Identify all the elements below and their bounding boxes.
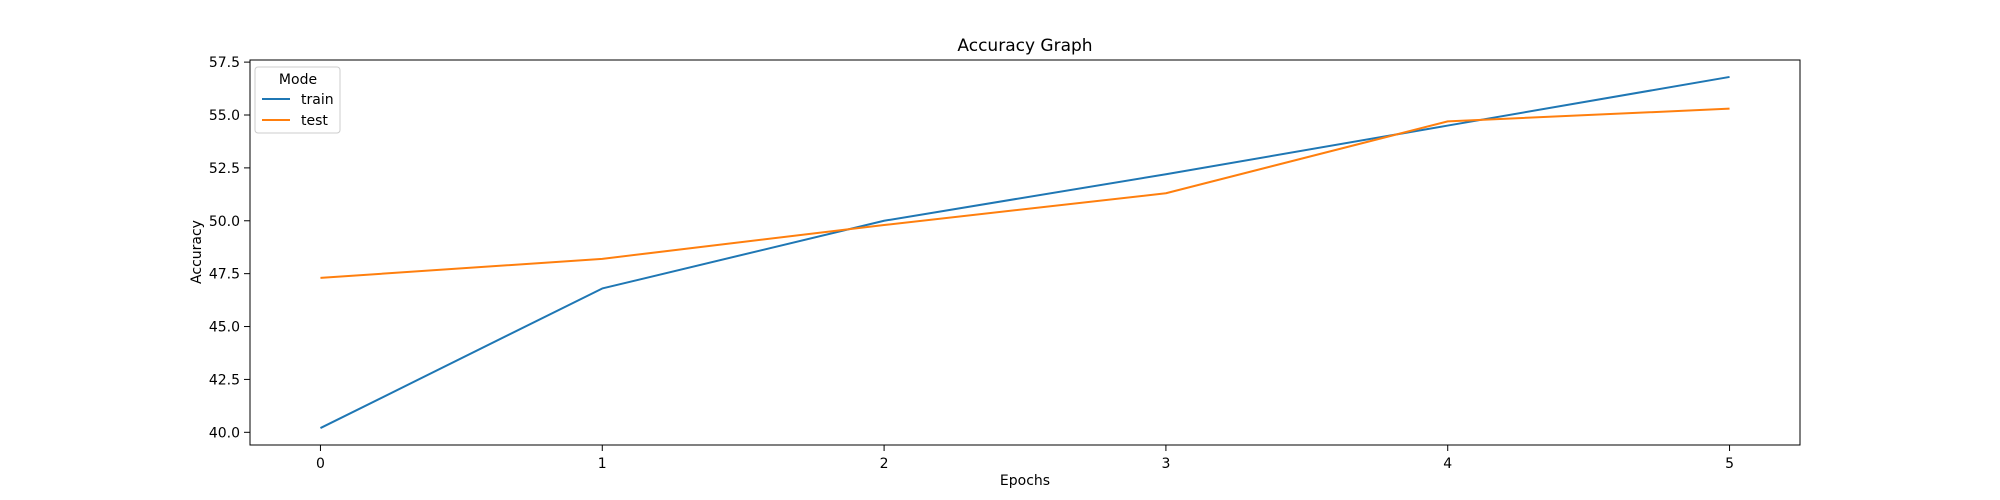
y-tick-label: 47.5	[209, 267, 240, 283]
x-tick-label: 0	[316, 456, 325, 472]
x-axis-label: Epochs	[1000, 473, 1050, 489]
x-tick-label: 4	[1443, 456, 1452, 472]
legend-box	[254, 66, 341, 134]
series-layer	[320, 75, 1730, 429]
y-axis: 40.0 42.5 45.0 47.5 50.0 52.5 55.0 57.5	[209, 55, 250, 441]
x-tick-label: 5	[1725, 456, 1734, 472]
series-line-train	[320, 75, 1730, 429]
x-tick-label: 1	[598, 456, 607, 472]
y-tick-label: 55.0	[209, 108, 240, 124]
legend-label-train: train	[301, 92, 334, 108]
legend-title: Mode	[279, 72, 317, 88]
chart-title: Accuracy Graph	[957, 36, 1092, 56]
y-tick-label: 57.5	[209, 55, 240, 71]
y-tick-label: 50.0	[209, 214, 240, 230]
plot-area	[249, 59, 1801, 446]
y-tick-label: 40.0	[209, 425, 240, 441]
legend-label-test: test	[301, 113, 328, 129]
x-axis: 0 1 2 3 4 5	[316, 445, 1734, 472]
series-line-test	[320, 107, 1730, 279]
y-tick-label: 42.5	[209, 372, 240, 388]
x-tick-label: 2	[880, 456, 889, 472]
legend: Mode train test	[254, 66, 341, 134]
x-tick-label: 3	[1161, 456, 1170, 472]
y-axis-label: Accuracy	[189, 220, 205, 284]
y-tick-label: 52.5	[209, 161, 240, 177]
y-tick-label: 45.0	[209, 320, 240, 336]
